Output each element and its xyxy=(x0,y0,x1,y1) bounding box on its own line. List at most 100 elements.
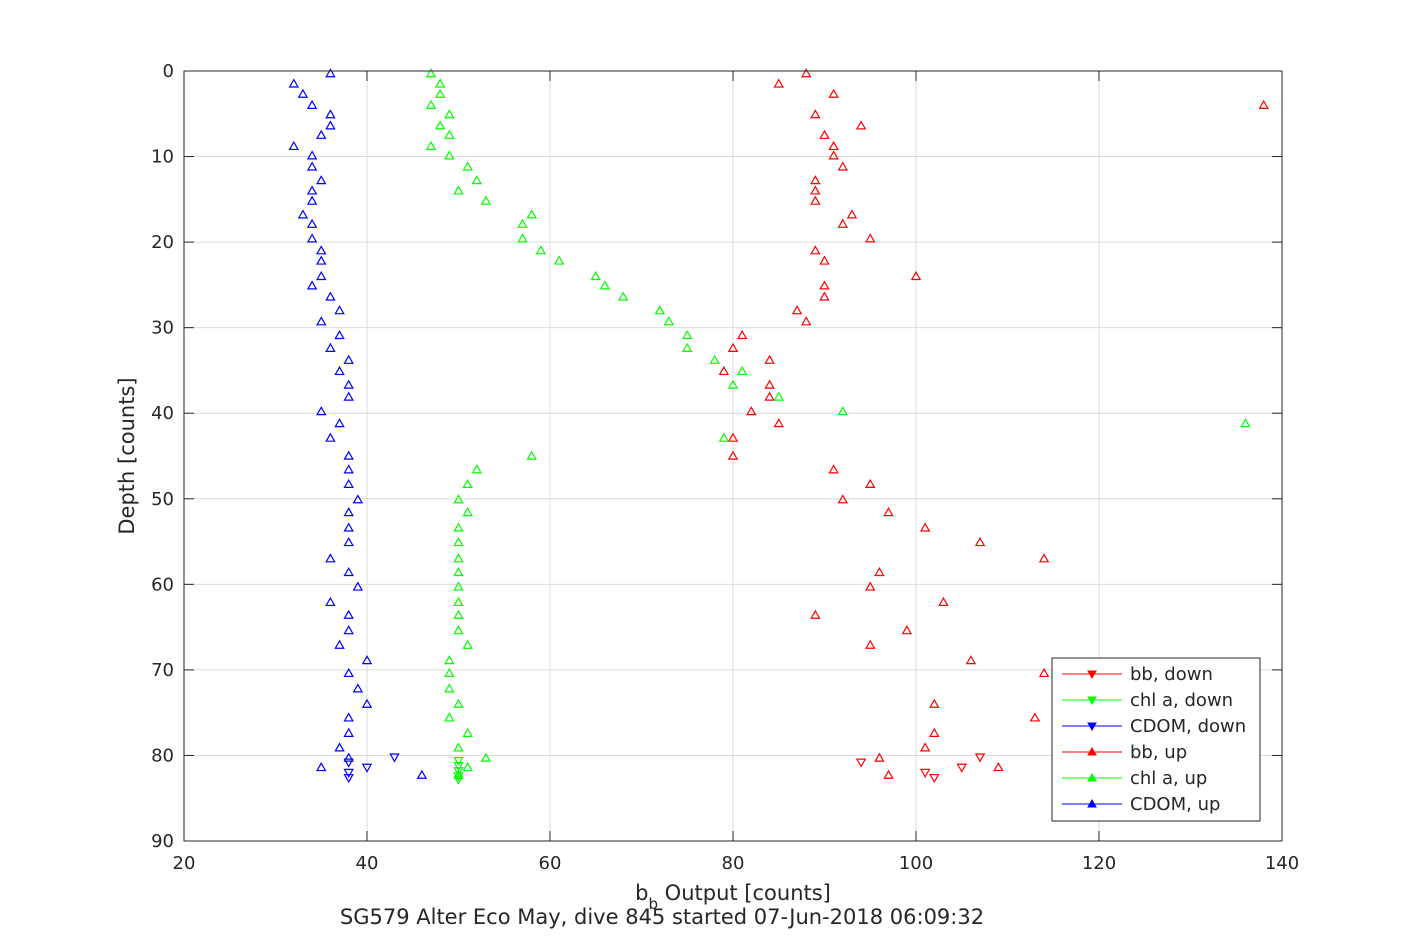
data-point xyxy=(462,478,473,488)
data-point xyxy=(316,316,327,326)
data-point xyxy=(306,280,318,290)
data-point xyxy=(974,537,986,547)
y-tick-label: 70 xyxy=(151,660,174,681)
data-point xyxy=(352,581,364,591)
data-point xyxy=(425,99,437,109)
x-tick-label: 120 xyxy=(1082,853,1116,874)
data-point xyxy=(736,329,748,340)
data-point xyxy=(316,245,327,255)
data-point xyxy=(361,655,373,665)
data-point xyxy=(828,140,839,151)
data-point xyxy=(343,758,354,768)
data-point xyxy=(874,752,885,762)
data-point xyxy=(883,507,894,517)
data-point xyxy=(471,464,483,474)
data-point xyxy=(453,596,464,607)
data-point xyxy=(929,698,940,708)
data-point xyxy=(343,727,354,737)
y-axis: 0 10 20 30 40 50 60 70 80 90 xyxy=(151,61,1282,852)
data-point xyxy=(865,478,876,488)
data-point xyxy=(526,209,537,219)
data-point xyxy=(343,537,354,547)
data-point xyxy=(361,698,373,708)
series-chl-a-up xyxy=(425,68,1251,779)
data-point xyxy=(727,342,739,352)
data-point xyxy=(855,120,867,130)
data-point xyxy=(718,365,730,376)
data-point xyxy=(819,129,830,139)
x-axis-label: bb Output [counts] xyxy=(635,881,831,913)
x-tick-label: 60 xyxy=(539,853,562,874)
legend-label: bb, down xyxy=(1130,664,1213,685)
y-tick-label: 30 xyxy=(151,318,174,339)
data-point xyxy=(434,88,446,98)
data-point xyxy=(343,625,354,635)
data-point xyxy=(929,773,940,784)
data-point xyxy=(462,161,473,171)
data-point xyxy=(1029,712,1041,722)
data-point xyxy=(993,762,1004,772)
data-point xyxy=(325,109,336,119)
x-tick-label: 40 xyxy=(356,853,379,874)
data-point xyxy=(453,522,464,532)
data-point xyxy=(444,683,455,693)
data-point xyxy=(453,609,464,619)
data-point xyxy=(453,494,464,504)
series-bb-up xyxy=(718,68,1269,779)
data-point xyxy=(316,406,327,416)
data-point xyxy=(764,354,775,364)
data-point xyxy=(343,712,354,722)
data-point xyxy=(865,233,876,243)
data-point xyxy=(297,88,309,98)
data-point xyxy=(517,233,528,243)
data-point xyxy=(819,291,830,301)
data-point xyxy=(343,450,354,460)
data-point xyxy=(453,566,464,577)
data-point xyxy=(343,768,354,778)
data-point xyxy=(425,68,437,78)
data-point xyxy=(343,391,354,401)
legend-label: chl a, down xyxy=(1130,690,1233,711)
data-point xyxy=(325,432,336,442)
data-point xyxy=(810,245,821,255)
y-tick-label: 90 xyxy=(151,831,174,852)
legend-marker xyxy=(1087,798,1097,808)
y-tick-label: 0 xyxy=(163,61,174,82)
data-point xyxy=(810,185,821,195)
data-point xyxy=(1258,99,1269,109)
data-point xyxy=(462,507,473,517)
data-point xyxy=(297,209,309,219)
data-point xyxy=(316,255,327,265)
x-axis-label-sub: b xyxy=(648,895,658,913)
data-point xyxy=(846,209,858,219)
data-point xyxy=(306,233,318,243)
data-point xyxy=(837,494,849,504)
data-point xyxy=(306,99,318,109)
data-point xyxy=(316,270,327,281)
data-point xyxy=(444,667,455,678)
data-point xyxy=(444,150,455,160)
data-point xyxy=(334,418,345,428)
data-point xyxy=(434,78,446,88)
data-point xyxy=(810,109,821,119)
data-point xyxy=(682,342,693,352)
data-point xyxy=(306,161,318,171)
y-tick-label: 60 xyxy=(151,574,174,595)
data-point xyxy=(453,581,464,591)
data-point xyxy=(416,769,428,779)
data-point xyxy=(810,175,821,185)
data-point xyxy=(956,763,967,773)
data-point xyxy=(462,639,473,649)
data-point xyxy=(819,255,830,265)
data-point xyxy=(453,698,464,708)
data-point xyxy=(325,120,336,130)
data-point xyxy=(526,450,537,460)
data-point xyxy=(517,218,528,228)
data-point xyxy=(453,625,464,635)
data-point xyxy=(1038,667,1050,678)
data-point xyxy=(334,329,345,340)
data-point xyxy=(306,218,318,228)
data-point xyxy=(352,683,364,693)
data-point xyxy=(938,596,949,607)
data-point xyxy=(480,195,492,205)
